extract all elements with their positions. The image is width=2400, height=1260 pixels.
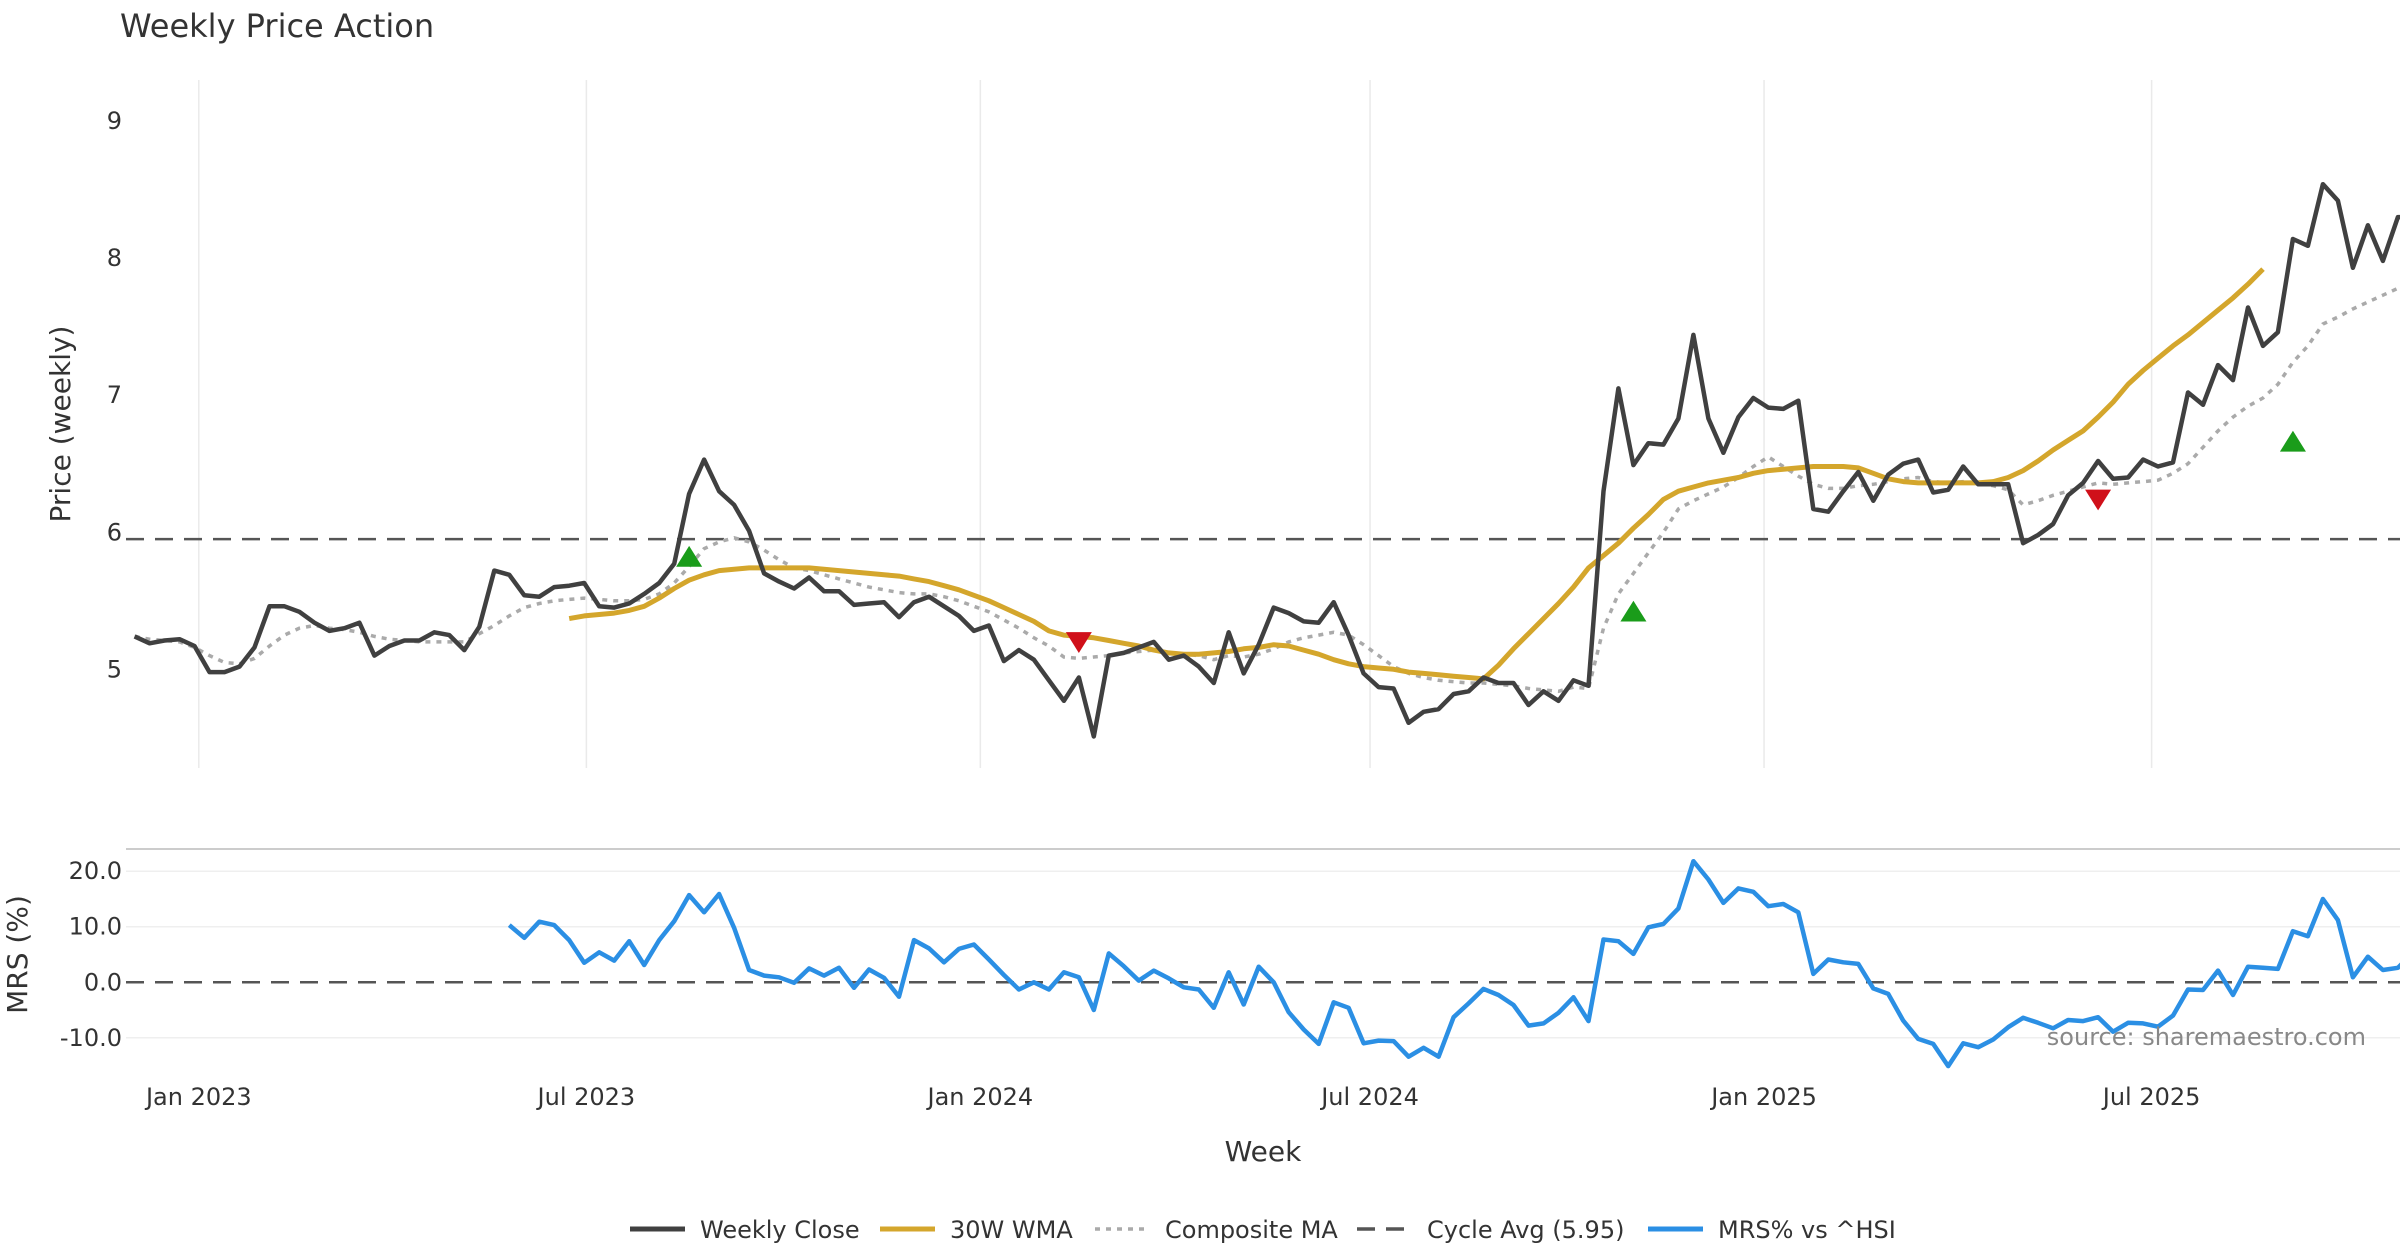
wma-30w-line xyxy=(568,267,2265,682)
price-grid xyxy=(198,80,2153,768)
signal-markers xyxy=(676,430,2306,653)
x-tick-label: Jul 2024 xyxy=(1319,1083,1419,1111)
x-tick-label: Jan 2025 xyxy=(1709,1083,1817,1111)
mrs-line xyxy=(507,858,2400,1069)
composite-ma-line xyxy=(134,284,2400,694)
x-tick-label: Jul 2023 xyxy=(536,1083,636,1111)
mrs-y-tick-label: -10.0 xyxy=(60,1024,122,1052)
buy-signal-marker xyxy=(2279,430,2306,452)
buy-signal-marker xyxy=(676,545,703,567)
mrs-y-axis-label: MRS (%) xyxy=(1,895,34,1014)
chart-title: Weekly Price Action xyxy=(120,7,434,45)
price-y-tick-label: 7 xyxy=(107,381,122,409)
legend-label: 30W WMA xyxy=(950,1216,1073,1244)
price-y-tick-label: 6 xyxy=(107,518,122,546)
buy-signal-marker xyxy=(1620,600,1647,622)
sell-signal-marker xyxy=(2085,489,2112,511)
legend-label: Weekly Close xyxy=(700,1216,860,1244)
x-tick-label: Jan 2023 xyxy=(144,1083,252,1111)
mrs-y-ticks: 20.0 10.0 0.0 -10.0 xyxy=(60,857,122,1052)
price-y-tick-label: 8 xyxy=(107,244,122,272)
legend-label: MRS% vs ^HSI xyxy=(1718,1216,1896,1244)
mrs-grid xyxy=(126,870,2400,1039)
mrs-y-tick-label: 0.0 xyxy=(84,968,122,996)
x-tick-label: Jul 2025 xyxy=(2101,1083,2201,1111)
sell-signal-marker xyxy=(1065,632,1092,653)
price-y-tick-label: 5 xyxy=(107,655,122,683)
x-axis-label: Week xyxy=(1225,1135,1302,1168)
x-ticks: Jan 2023 Jul 2023 Jan 2024 Jul 2024 Jan 2025… xyxy=(144,1083,2201,1111)
legend: Weekly Close 30W WMA Composite MA Cycle Avg… xyxy=(630,1216,1896,1244)
legend-label: Cycle Avg (5.95) xyxy=(1427,1216,1624,1244)
price-y-ticks: 5 6 7 8 9 xyxy=(107,107,122,683)
mrs-y-tick-label: 20.0 xyxy=(69,857,122,885)
source-note: source: sharemaestro.com xyxy=(2047,1023,2366,1051)
mrs-y-tick-label: 10.0 xyxy=(69,913,122,941)
legend-label: Composite MA xyxy=(1165,1216,1338,1244)
price-y-tick-label: 9 xyxy=(107,107,122,135)
price-y-axis-label: Price (weekly) xyxy=(44,326,77,523)
x-tick-label: Jan 2024 xyxy=(926,1083,1034,1111)
weekly-close-line xyxy=(133,181,2400,739)
